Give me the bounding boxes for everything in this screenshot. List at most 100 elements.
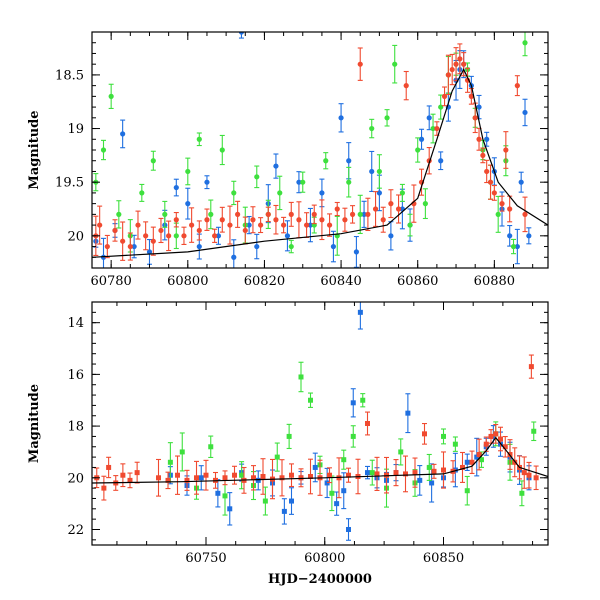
- data-point: [519, 490, 525, 496]
- data-point: [101, 485, 107, 491]
- plot-frame: [91, 301, 549, 546]
- data-point: [227, 222, 233, 228]
- data-point: [464, 488, 470, 494]
- data-point: [346, 472, 351, 478]
- data-point: [319, 190, 325, 196]
- data-point: [330, 243, 337, 250]
- data-point: [392, 61, 398, 67]
- data-point: [329, 490, 335, 496]
- x-tick-label: 60780: [90, 274, 131, 289]
- data-point: [162, 211, 168, 217]
- data-point: [127, 477, 133, 483]
- data-point: [308, 473, 313, 479]
- data-point: [346, 179, 352, 185]
- data-point: [106, 464, 112, 470]
- data-point: [376, 190, 382, 196]
- y-tick-label: 22: [67, 523, 84, 538]
- data-point: [289, 498, 294, 504]
- data-point: [131, 243, 137, 250]
- data-point: [488, 433, 494, 439]
- data-point: [365, 211, 371, 217]
- data-point: [522, 211, 528, 217]
- data-point: [449, 66, 455, 73]
- data-point: [393, 470, 399, 476]
- data-point: [487, 179, 494, 185]
- data-point: [521, 470, 527, 476]
- data-point: [445, 72, 451, 78]
- data-point: [441, 93, 448, 99]
- plot-area: [92, 302, 548, 541]
- data-point: [303, 222, 310, 228]
- data-point: [365, 421, 370, 426]
- data-point: [441, 467, 446, 473]
- data-point: [239, 472, 245, 478]
- data-point: [469, 459, 475, 465]
- data-point: [350, 433, 356, 439]
- data-point: [346, 158, 352, 164]
- y-tick-label: 20: [67, 471, 84, 486]
- x-axis-label: HJD−2400000: [268, 572, 372, 587]
- x-tick-label: 60840: [320, 274, 361, 289]
- data-point: [279, 475, 285, 481]
- data-point: [441, 433, 446, 439]
- data-point: [405, 410, 411, 416]
- data-point: [338, 115, 344, 121]
- data-point: [312, 464, 318, 470]
- x-tick-label: 60850: [423, 551, 464, 566]
- data-point: [246, 222, 252, 228]
- data-point: [429, 480, 435, 486]
- data-point: [260, 473, 266, 479]
- data-point: [399, 190, 405, 196]
- data-point: [346, 526, 351, 532]
- data-point: [374, 471, 380, 477]
- data-point: [231, 254, 237, 260]
- data-point: [514, 243, 520, 250]
- series-2: [93, 43, 528, 261]
- data-point: [166, 233, 172, 239]
- data-point: [474, 454, 480, 460]
- y-tick-label: 18.5: [55, 68, 84, 83]
- data-point: [254, 174, 260, 180]
- data-point: [372, 206, 379, 212]
- x-tick-label: 60860: [397, 274, 438, 289]
- data-point: [326, 222, 333, 228]
- data-point: [484, 168, 490, 175]
- data-point: [184, 477, 190, 483]
- data-point: [284, 233, 291, 239]
- data-point: [311, 211, 317, 217]
- data-point: [262, 498, 268, 504]
- data-point: [430, 125, 436, 132]
- data-point: [296, 217, 302, 223]
- data-point: [242, 227, 248, 234]
- data-point: [422, 431, 427, 437]
- top-panel: 60780 60800 60820 60840 60860 60880 18.5 19 19.5…: [27, 31, 549, 289]
- data-point: [514, 83, 520, 89]
- data-point: [222, 475, 228, 481]
- data-point: [280, 222, 287, 228]
- data-point: [108, 93, 114, 99]
- data-point: [349, 211, 356, 217]
- data-point: [219, 217, 225, 223]
- data-point: [479, 457, 484, 463]
- data-point: [158, 227, 164, 234]
- data-point: [415, 147, 421, 153]
- data-point: [483, 441, 489, 447]
- data-point: [476, 136, 482, 142]
- data-point: [388, 201, 394, 207]
- data-point: [468, 93, 474, 99]
- data-point: [395, 206, 402, 212]
- data-point: [173, 184, 179, 191]
- data-point: [120, 131, 126, 137]
- data-point: [120, 238, 126, 244]
- data-point: [185, 201, 191, 207]
- data-point: [296, 179, 302, 185]
- data-point: [127, 243, 133, 250]
- data-point: [357, 211, 363, 217]
- data-point: [227, 506, 233, 512]
- data-point: [426, 464, 432, 470]
- data-point: [526, 233, 532, 239]
- data-point: [146, 249, 153, 255]
- data-point: [426, 115, 432, 121]
- data-point: [298, 374, 304, 380]
